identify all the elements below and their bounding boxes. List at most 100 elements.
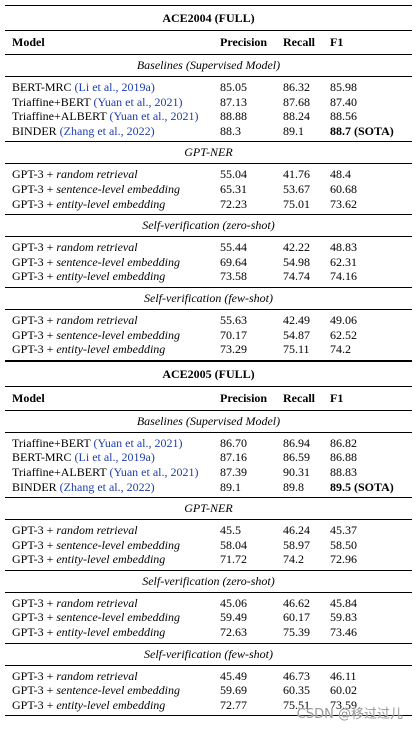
citation: (Zhang et al., 2022) [59, 479, 155, 494]
data-row: GPT-3 + entity-level embedding 72.77 75.51… [5, 698, 412, 713]
precision: 88.88 [220, 109, 247, 124]
precision: 65.31 [220, 181, 247, 196]
data-row: Triaffine+ALBERT (Yuan et al., 2021) 88.8… [5, 109, 412, 124]
precision: 89.1 [220, 479, 241, 494]
f1: 86.82 [330, 435, 357, 450]
f1: 86.88 [330, 450, 357, 465]
precision: 45.5 [220, 523, 241, 538]
f1: 74.2 [330, 342, 351, 357]
section-title: GPT-NER [5, 498, 412, 521]
data-row: Triaffine+BERT (Yuan et al., 2021) 87.13 8… [5, 95, 412, 110]
data-row: GPT-3 + random retrieval 55.44 42.22 48.83 [5, 240, 412, 255]
f1: 49.06 [330, 312, 357, 327]
f1: 88.7 (SOTA) [330, 123, 394, 138]
model-cell: BINDER (Zhang et al., 2022) [12, 124, 155, 139]
precision: 59.49 [220, 610, 247, 625]
model-name: GPT-3 + [12, 595, 54, 610]
data-row: Triaffine+BERT (Yuan et al., 2021) 86.70 8… [5, 436, 412, 451]
model-cell: GPT-3 + random retrieval [12, 240, 138, 255]
model-cell: GPT-3 + entity-level embedding [12, 625, 165, 640]
method: entity-level embedding [56, 269, 166, 284]
method: entity-level embedding [56, 697, 166, 712]
precision: 45.06 [220, 595, 247, 610]
f1: 88.83 [330, 464, 357, 479]
model-name: GPT-3 + [12, 167, 54, 182]
recall: 42.22 [283, 240, 310, 255]
precision: 55.44 [220, 240, 247, 255]
method: entity-level embedding [56, 625, 166, 640]
recall: 60.17 [283, 610, 310, 625]
column-header: F1 [330, 35, 344, 49]
model-name: GPT-3 + [12, 181, 54, 196]
model-cell: GPT-3 + sentence-level embedding [12, 538, 180, 553]
f1: 45.84 [330, 595, 357, 610]
data-row: GPT-3 + random retrieval 45.49 46.73 46.11 [5, 669, 412, 684]
model-name: Triaffine+BERT [12, 435, 91, 450]
section-rows: GPT-3 + random retrieval 45.49 46.73 46.11 G… [5, 669, 412, 717]
precision: 70.17 [220, 327, 247, 342]
model-cell: GPT-3 + entity-level embedding [12, 269, 165, 284]
section-rows: Triaffine+BERT (Yuan et al., 2021) 86.70 8… [5, 436, 412, 499]
recall: 75.01 [283, 196, 310, 211]
precision: 45.49 [220, 668, 247, 683]
model-name: Triaffine+BERT [12, 94, 91, 109]
precision: 85.05 [220, 80, 247, 94]
data-row: GPT-3 + random retrieval 55.04 41.76 48.4 [5, 167, 412, 182]
method: entity-level embedding [56, 196, 166, 211]
precision: 72.23 [220, 196, 247, 211]
f1: 58.50 [330, 537, 357, 552]
model-name: BINDER [12, 479, 57, 494]
recall: 87.68 [283, 94, 310, 109]
model-cell: Triaffine+BERT (Yuan et al., 2021) [12, 95, 182, 110]
model-cell: BERT-MRC (Li et al., 2019a) [12, 450, 155, 465]
recall: 74.74 [283, 269, 310, 284]
model-cell: GPT-3 + sentence-level embedding [12, 255, 180, 270]
method: random retrieval [56, 668, 138, 683]
section-title: Self-verification (few-shot) [5, 644, 412, 666]
citation: (Li et al., 2019a) [74, 450, 155, 465]
model-name: GPT-3 + [12, 240, 54, 255]
model-name: Triaffine+ALBERT [12, 109, 107, 124]
recall: 86.32 [283, 80, 310, 94]
model-cell: BINDER (Zhang et al., 2022) [12, 480, 155, 495]
precision: 87.16 [220, 450, 247, 465]
citation: (Yuan et al., 2021) [93, 94, 183, 109]
recall: 86.94 [283, 435, 310, 450]
section-rows: GPT-3 + random retrieval 55.04 41.76 48.4 GP… [5, 167, 412, 216]
f1: 88.56 [330, 109, 357, 124]
precision: 88.3 [220, 123, 241, 138]
citation: (Li et al., 2019a) [74, 80, 155, 94]
table-title: ACE2004 (FULL) [5, 6, 412, 31]
data-row: GPT-3 + sentence-level embedding 69.64 54.… [5, 255, 412, 270]
table-title: ACE2005 (FULL) [5, 362, 412, 387]
f1: 85.98 [330, 80, 357, 94]
section-title: GPT-NER [5, 142, 412, 165]
method: sentence-level embedding [56, 683, 180, 698]
model-name: BINDER [12, 123, 57, 138]
header-row: Model Precision Recall F1 [5, 31, 412, 55]
model-cell: GPT-3 + sentence-level embedding [12, 328, 180, 343]
model-cell: GPT-3 + random retrieval [12, 596, 138, 611]
model-cell: GPT-3 + entity-level embedding [12, 552, 165, 567]
model-name: GPT-3 + [12, 552, 54, 567]
model-name: GPT-3 + [12, 697, 54, 712]
method: random retrieval [56, 167, 138, 182]
method: entity-level embedding [56, 552, 166, 567]
column-header: Precision [220, 35, 268, 49]
data-row: GPT-3 + random retrieval 45.5 46.24 45.37 [5, 523, 412, 538]
data-row: GPT-3 + entity-level embedding 72.23 75.01… [5, 197, 412, 212]
f1: 89.5 (SOTA) [330, 479, 394, 494]
method: sentence-level embedding [56, 537, 180, 552]
column-header: Model [12, 390, 45, 405]
precision: 87.13 [220, 94, 247, 109]
section-title: Baselines (Supervised Model) [5, 411, 412, 433]
precision: 58.04 [220, 537, 247, 552]
precision: 59.69 [220, 683, 247, 698]
method: entity-level embedding [56, 342, 166, 357]
model-cell: Triaffine+ALBERT (Yuan et al., 2021) [12, 109, 198, 124]
recall: 46.73 [283, 668, 310, 683]
precision: 86.70 [220, 435, 247, 450]
recall: 75.51 [283, 697, 310, 712]
recall: 75.39 [283, 625, 310, 640]
